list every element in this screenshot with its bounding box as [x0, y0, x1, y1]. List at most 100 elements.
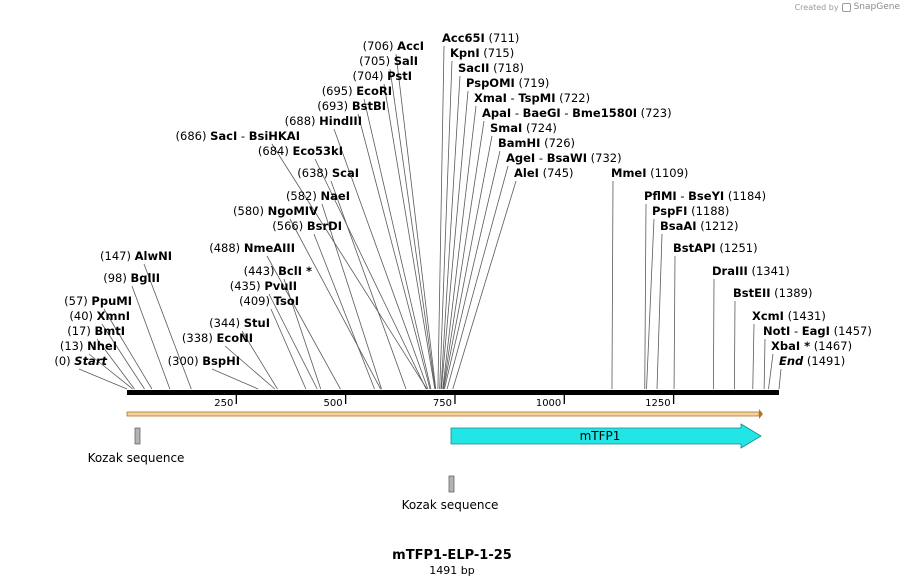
- site-connector: [289, 218, 381, 390]
- site-bstapi[interactable]: BstAPI (1251): [673, 241, 758, 255]
- site-connector: [452, 180, 517, 390]
- site-connector: [143, 263, 192, 390]
- watermark-prefix: Created by: [794, 2, 839, 12]
- site-psti[interactable]: (704) PstI: [353, 69, 412, 83]
- site-xbai-[interactable]: XbaI * (1467): [771, 339, 852, 353]
- site-label: (566) BsrDI: [272, 219, 342, 233]
- site-ecori[interactable]: (695) EcoRI: [322, 84, 392, 98]
- watermark-brand: SnapGene: [853, 2, 900, 12]
- site-pspfi[interactable]: PspFI (1188): [652, 204, 729, 218]
- site-connector: [268, 293, 318, 390]
- site-eco53ki[interactable]: (684) Eco53kI: [258, 144, 343, 158]
- site-connector: [446, 165, 509, 390]
- site-connector: [778, 368, 782, 390]
- site-saci[interactable]: (686) SacI - BsiHKAI: [176, 129, 300, 143]
- site-label: (338) EcoNI: [182, 331, 253, 345]
- site-end[interactable]: End (1491): [779, 354, 845, 368]
- site-ppumi[interactable]: (57) PpuMI: [64, 294, 132, 308]
- site-noti[interactable]: NotI - EagI (1457): [763, 324, 872, 338]
- site-connector: [103, 308, 153, 390]
- site-alei[interactable]: AleI (745): [514, 166, 574, 180]
- site-pflmi[interactable]: PflMI - BseYI (1184): [644, 189, 766, 203]
- site-connector: [442, 120, 485, 390]
- site-label: XmaI - TspMI (722): [474, 91, 590, 105]
- site-bsteii[interactable]: BstEII (1389): [733, 286, 812, 300]
- site-kpni[interactable]: KpnI (715): [450, 46, 514, 60]
- site-label: (98) BglII: [103, 271, 160, 285]
- kozak-sequence-1[interactable]: [134, 427, 141, 445]
- site-stui[interactable]: (344) StuI: [209, 316, 270, 330]
- site-connector: [357, 113, 431, 390]
- site-connector: [768, 353, 774, 390]
- map-length: 1491 bp: [429, 564, 474, 577]
- site-label: (488) NmeAIII: [209, 241, 295, 255]
- site-bstbi[interactable]: (693) BstBI: [317, 99, 386, 113]
- site-connector: [131, 285, 171, 390]
- site-nhei[interactable]: (13) NheI: [60, 339, 117, 353]
- site-xcmi[interactable]: XcmI (1431): [752, 309, 826, 323]
- site-sacii[interactable]: SacII (718): [458, 61, 524, 75]
- site-connector: [383, 83, 436, 390]
- site-alwni[interactable]: (147) AlwNI: [100, 249, 172, 263]
- site-apai[interactable]: ApaI - BaeGI - Bme1580I (723): [482, 106, 672, 120]
- site-label: (688) HindIII: [285, 114, 362, 128]
- site-sali[interactable]: (705) SalI: [359, 54, 418, 68]
- site-acci[interactable]: (706) AccI: [363, 39, 424, 53]
- site-label: End (1491): [779, 354, 845, 368]
- site-pspomi[interactable]: PspOMI (719): [466, 76, 549, 90]
- site-label: (684) Eco53kI: [258, 144, 343, 158]
- site-label: (409) TsoI: [239, 294, 299, 308]
- site-naei[interactable]: (582) NaeI: [286, 189, 350, 203]
- site-connector: [644, 203, 647, 390]
- site-xmai[interactable]: XmaI - TspMI (722): [474, 91, 590, 105]
- site-bamhi[interactable]: BamHI (726): [498, 136, 575, 150]
- site-scai[interactable]: (638) ScaI: [297, 166, 359, 180]
- site-xmni[interactable]: (40) XmnI: [69, 309, 130, 323]
- site-label: (443) BclI *: [244, 264, 312, 278]
- site-connector: [270, 308, 307, 390]
- site-label: PspOMI (719): [466, 76, 549, 90]
- site-label: BsaAI (1212): [660, 219, 738, 233]
- site-connector: [321, 203, 382, 390]
- site-nmeaiii[interactable]: (488) NmeAIII: [209, 241, 295, 255]
- site-label: XcmI (1431): [752, 309, 826, 323]
- site-draiii[interactable]: DraIII (1341): [712, 264, 790, 278]
- site-mmei[interactable]: MmeI (1109): [611, 166, 688, 180]
- site-connector: [713, 278, 715, 390]
- site-label: DraIII (1341): [712, 264, 790, 278]
- site-bsaai[interactable]: BsaAI (1212): [660, 219, 738, 233]
- site-acc65i[interactable]: Acc65I (711): [442, 31, 519, 45]
- site-start[interactable]: (0) Start: [54, 354, 107, 368]
- site-hindiii[interactable]: (688) HindIII: [285, 114, 362, 128]
- site-bsphi[interactable]: (300) BspHI: [168, 354, 240, 368]
- site-connector: [271, 143, 428, 390]
- site-bcli-[interactable]: (443) BclI *: [244, 264, 312, 278]
- site-pvuii[interactable]: (435) PvuII: [230, 279, 297, 293]
- site-ngomiv[interactable]: (580) NgoMIV: [233, 204, 318, 218]
- site-connector: [439, 60, 453, 390]
- snapgene-watermark: Created by SnapGene: [795, 2, 900, 12]
- site-label: (0) Start: [54, 354, 107, 368]
- site-agei[interactable]: AgeI - BsaWI (732): [506, 151, 622, 165]
- ruler-tick-label: 1250: [645, 398, 670, 409]
- site-connector: [88, 353, 133, 390]
- mtfp1-feature-arrow[interactable]: [450, 423, 762, 449]
- site-bsrdi[interactable]: (566) BsrDI: [272, 219, 342, 233]
- site-connector: [101, 323, 145, 390]
- site-label: (300) BspHI: [168, 354, 240, 368]
- site-connector: [241, 330, 278, 390]
- site-bglii[interactable]: (98) BglII: [103, 271, 160, 285]
- site-label: BstAPI (1251): [673, 241, 758, 255]
- ruler-tick-label: 1000: [536, 398, 561, 409]
- orf-bar[interactable]: [126, 411, 760, 417]
- site-bmti[interactable]: (17) BmtI: [67, 324, 125, 338]
- site-label: SmaI (724): [490, 121, 557, 135]
- kozak-sequence-2[interactable]: [448, 475, 455, 493]
- site-econi[interactable]: (338) EcoNI: [182, 331, 253, 345]
- site-connector: [224, 345, 276, 390]
- site-tsoi[interactable]: (409) TsoI: [239, 294, 299, 308]
- site-smai[interactable]: SmaI (724): [490, 121, 557, 135]
- site-connector: [441, 90, 469, 390]
- site-label: (582) NaeI: [286, 189, 350, 203]
